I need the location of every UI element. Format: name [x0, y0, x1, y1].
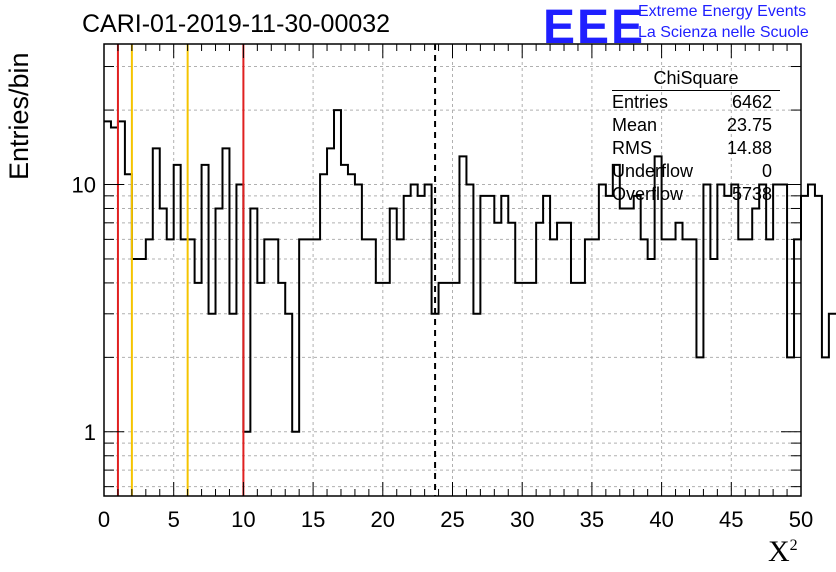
y-tick-label: 10: [72, 173, 96, 198]
chart-title: CARI-01-2019-11-30-00032: [82, 10, 391, 38]
stats-value: 5738: [731, 184, 772, 204]
x-axis-label-base: X: [768, 535, 790, 568]
stats-label: Overflow: [612, 184, 684, 204]
x-tick-label: 15: [301, 507, 325, 532]
stats-label: Entries: [612, 92, 669, 112]
x-tick-label: 10: [231, 507, 255, 532]
x-axis-label: X2: [768, 535, 798, 569]
stats-row-overflow: Overflow 5738: [612, 183, 780, 206]
stats-value: 23.75: [726, 115, 772, 135]
y-tick-label: 1: [84, 420, 96, 445]
stats-label: Underflow: [612, 161, 694, 181]
histogram-series: [104, 109, 836, 433]
stats-row-underflow: Underflow 0: [612, 160, 780, 183]
stats-label: Mean: [612, 115, 658, 135]
stats-label: RMS: [612, 138, 652, 158]
x-tick-label: 40: [649, 507, 673, 532]
x-tick-label: 5: [168, 507, 180, 532]
stats-row-entries: Entries 6462: [612, 91, 780, 114]
eee-logo: EEE: [543, 1, 646, 54]
y-axis-label: Entries/bin: [4, 52, 34, 180]
logo-text-line1: Extreme Energy Events: [638, 3, 807, 20]
stats-title: ChiSquare: [612, 66, 780, 91]
logo-text-line2: La Scienza nelle Scuole: [638, 24, 809, 41]
stats-row-rms: RMS 14.88: [612, 137, 780, 160]
x-tick-label: 50: [789, 507, 813, 532]
x-tick-label: 25: [440, 507, 464, 532]
x-tick-label: 0: [98, 507, 110, 532]
stats-value: 0: [761, 161, 772, 181]
x-tick-label: 20: [371, 507, 395, 532]
stats-value: 14.88: [726, 138, 772, 158]
x-tick-label: 35: [580, 507, 604, 532]
x-tick-label: 45: [719, 507, 743, 532]
stats-row-mean: Mean 23.75: [612, 114, 780, 137]
x-tick-label: 30: [510, 507, 534, 532]
stats-box: ChiSquare Entries 6462 Mean 23.75 RMS 14.88…: [612, 66, 780, 206]
stats-value: 6462: [731, 92, 772, 112]
x-axis-label-sup: 2: [789, 537, 798, 554]
